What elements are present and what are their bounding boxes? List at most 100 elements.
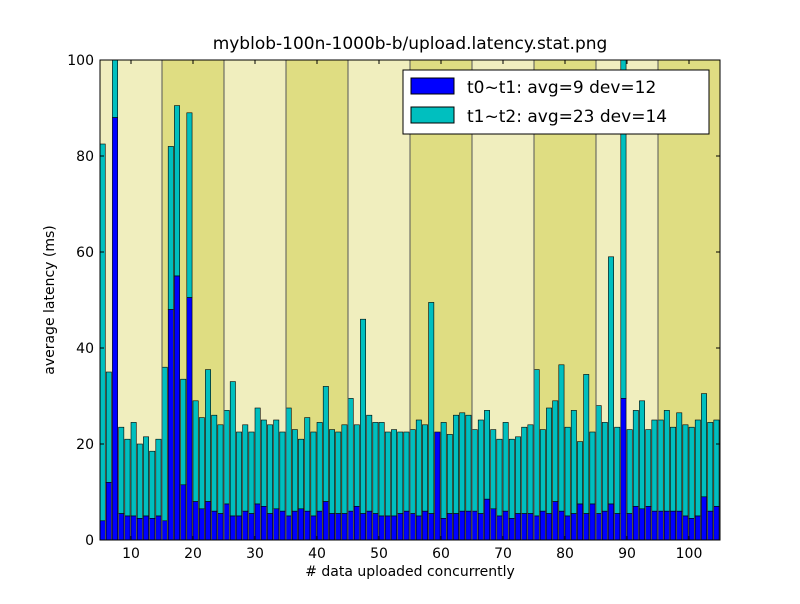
bar-t0-t1: [465, 510, 472, 541]
bar-t1-t2: [205, 369, 211, 502]
bar-t1-t2: [298, 438, 304, 510]
bar-t0-t1: [279, 510, 286, 541]
bar-t0-t1: [515, 513, 521, 541]
bar-t1-t2: [409, 429, 416, 514]
bar-t1-t2: [329, 429, 335, 514]
y-tick-label: 0: [85, 533, 94, 549]
bar-t1-t2: [496, 438, 503, 517]
bar-t0-t1: [242, 510, 249, 541]
bar-t0-t1: [322, 501, 329, 541]
bar-t1-t2: [254, 407, 261, 505]
bar-t1-t2: [626, 429, 633, 514]
x-axis-label: # data uploaded concurrently: [305, 564, 515, 580]
bar-t1-t2: [657, 419, 664, 512]
bar-t1-t2: [248, 431, 255, 514]
bar-t1-t2: [446, 434, 453, 514]
bar-t0-t1: [558, 510, 565, 541]
bar-t1-t2: [676, 412, 683, 512]
bar-t1-t2: [174, 105, 180, 277]
bar-t0-t1: [167, 309, 174, 541]
bar-t1-t2: [291, 429, 298, 512]
bar-t1-t2: [552, 400, 559, 502]
bar-t0-t1: [440, 518, 447, 541]
bar-t1-t2: [701, 393, 707, 498]
bar-t1-t2: [378, 422, 385, 517]
bar-t0-t1: [273, 508, 280, 541]
bar-t1-t2: [484, 410, 490, 500]
bar-t0-t1: [508, 518, 515, 541]
bar-t0-t1: [552, 501, 559, 541]
bar-t1-t2: [601, 422, 608, 512]
bar-t0-t1: [701, 496, 707, 541]
bar-t1-t2: [211, 414, 218, 512]
bar-t1-t2: [508, 438, 515, 519]
bar-t1-t2: [558, 364, 565, 512]
bar-t1-t2: [415, 419, 422, 517]
bar-t0-t1: [397, 513, 404, 541]
bar-t0-t1: [670, 510, 676, 541]
bar-t0-t1: [316, 510, 323, 541]
bar-t0-t1: [620, 398, 627, 541]
bar-t0-t1: [198, 508, 205, 541]
bar-t0-t1: [391, 515, 397, 541]
bar-t1-t2: [694, 419, 701, 517]
bar-t1-t2: [236, 431, 242, 517]
bar-t0-t1: [539, 510, 546, 541]
bar-t0-t1: [422, 510, 428, 541]
bar-t0-t1: [149, 518, 156, 541]
bar-t0-t1: [192, 501, 199, 541]
bar-t1-t2: [608, 256, 614, 505]
bar-t0-t1: [428, 513, 435, 541]
bar-t1-t2: [273, 419, 280, 510]
x-tick-label: 50: [370, 546, 388, 562]
bar-t1-t2: [198, 417, 205, 510]
bar-t0-t1: [366, 510, 373, 541]
bar-t0-t1: [118, 513, 125, 541]
bar-t0-t1: [409, 513, 416, 541]
legend-label-t1-t2: t1~t2: avg=23 dev=14: [467, 107, 667, 127]
bar-t1-t2: [583, 374, 590, 514]
bar-t1-t2: [539, 429, 546, 512]
bar-t0-t1: [713, 506, 720, 541]
bar-t0-t1: [186, 297, 193, 541]
bar-t1-t2: [614, 426, 621, 514]
bar-t1-t2: [403, 431, 410, 512]
bar-t1-t2: [707, 422, 714, 512]
bar-t0-t1: [260, 506, 267, 541]
bar-t1-t2: [279, 431, 286, 512]
bar-t1-t2: [440, 422, 447, 519]
bar-t0-t1: [143, 515, 149, 541]
bar-t1-t2: [130, 422, 137, 517]
bar-t1-t2: [639, 400, 645, 510]
bar-t1-t2: [118, 426, 125, 514]
bar-t0-t1: [223, 503, 230, 541]
bar-t1-t2: [112, 59, 118, 118]
bar-t0-t1: [546, 513, 552, 541]
bar-t1-t2: [397, 431, 404, 514]
x-tick-label: 70: [494, 546, 512, 562]
bar-t0-t1: [707, 510, 714, 541]
bar-t1-t2: [124, 438, 131, 517]
bar-t1-t2: [533, 369, 540, 517]
bar-t1-t2: [471, 429, 478, 512]
bar-t0-t1: [595, 513, 602, 541]
bar-t0-t1: [577, 503, 583, 541]
bar-t0-t1: [453, 513, 459, 541]
bar-t1-t2: [167, 146, 174, 310]
bar-t1-t2: [490, 429, 497, 510]
bar-t1-t2: [161, 366, 168, 522]
y-tick-label: 20: [76, 437, 94, 453]
legend-swatch-t0-t1: [410, 77, 455, 95]
chart-title: myblob-100n-1000b-b/upload.latency.stat.…: [213, 34, 608, 54]
bar-t1-t2: [136, 443, 143, 519]
bar-t0-t1: [174, 275, 180, 541]
bar-t0-t1: [496, 515, 503, 541]
bar-t1-t2: [391, 429, 397, 517]
bar-t0-t1: [403, 510, 410, 541]
bar-t0-t1: [446, 513, 453, 541]
bar-t0-t1: [372, 513, 379, 541]
y-axis-label: average latency (ms): [42, 225, 58, 375]
bar-t0-t1: [335, 513, 342, 541]
